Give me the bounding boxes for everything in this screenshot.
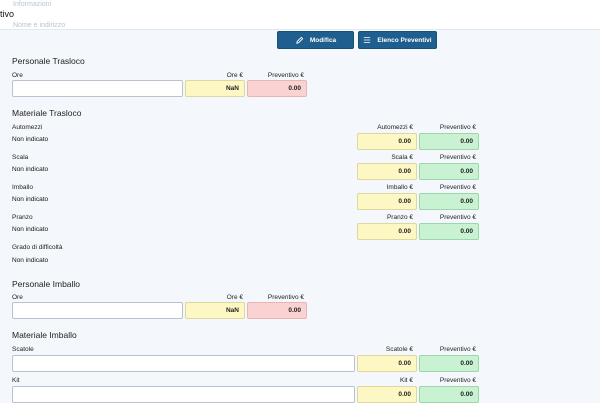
scatole-preventivo-field[interactable]: 0.00 (419, 355, 479, 372)
scala-status: Non indicato (12, 166, 49, 173)
imballo-preventivo-label: Preventivo € (439, 184, 476, 191)
pranzo-preventivo-label: Preventivo € (439, 214, 476, 221)
personale-imballo-title: Personale Imballo (12, 279, 81, 289)
scatole-input[interactable] (12, 355, 355, 372)
pranzo-preventivo-field[interactable]: 0.00 (419, 223, 479, 240)
ore-euro-imballo-field[interactable]: NaN (185, 302, 245, 319)
scala-label: Scala (12, 154, 29, 161)
preventivo-imballo-field[interactable]: 0.00 (247, 302, 307, 319)
scala-preventivo-field[interactable]: 0.00 (419, 163, 479, 180)
materiale-imballo-title: Materiale Imballo (12, 330, 77, 340)
top-header: Informazioni tivo Nome e indirizzo (0, 0, 600, 30)
ore-input[interactable] (12, 80, 183, 97)
pranzo-euro-field[interactable]: 0.00 (357, 223, 417, 240)
preventivo-label: Preventivo € (267, 72, 304, 79)
automezzi-preventivo-label: Preventivo € (439, 124, 476, 131)
ghost-header-line: Informazioni (13, 1, 52, 8)
kit-euro-label: Kit € (399, 377, 413, 384)
scatole-euro-label: Scatole € (385, 346, 413, 353)
pencil-icon (295, 36, 304, 45)
automezzi-status: Non indicato (12, 136, 49, 143)
ore-label: Ore (12, 72, 23, 79)
modifica-button[interactable]: Modifica (277, 31, 354, 49)
kit-preventivo-field[interactable]: 0.00 (419, 386, 479, 403)
imballo-label: Imballo (12, 184, 33, 191)
scatole-preventivo-label: Preventivo € (439, 346, 476, 353)
kit-label: Kit (12, 377, 20, 384)
elenco-preventivi-button[interactable]: Elenco Preventivi (358, 31, 437, 49)
imballo-euro-label: Imballo € (386, 184, 413, 191)
ore-euro-field[interactable]: NaN (185, 80, 245, 97)
scala-preventivo-label: Preventivo € (439, 154, 476, 161)
ore-euro-label: Ore € (226, 72, 243, 79)
materiale-trasloco-title: Materiale Trasloco (12, 108, 82, 118)
scatole-label: Scatole (12, 346, 34, 353)
kit-input[interactable] (12, 386, 355, 403)
imballo-preventivo-field[interactable]: 0.00 (419, 193, 479, 210)
kit-euro-field[interactable]: 0.00 (357, 386, 417, 403)
kit-preventivo-label: Preventivo € (439, 377, 476, 384)
pranzo-euro-label: Pranzo € (386, 214, 413, 221)
modifica-label: Modifica (309, 36, 337, 44)
pranzo-status: Non indicato (12, 226, 49, 233)
ore-imballo-input[interactable] (12, 302, 183, 319)
scatole-euro-field[interactable]: 0.00 (357, 355, 417, 372)
ore-euro-label: Ore € (226, 294, 243, 301)
grado-difficolta-label: Grado di difficoltà (12, 244, 63, 251)
list-icon (363, 36, 371, 44)
elenco-label: Elenco Preventivi (377, 36, 432, 44)
automezzi-euro-field[interactable]: 0.00 (357, 133, 417, 150)
preventivo-label: Preventivo € (267, 294, 304, 301)
scala-euro-field[interactable]: 0.00 (357, 163, 417, 180)
ghost-header-line: Nome e indirizzo (13, 22, 66, 29)
automezzi-label: Automezzi (12, 124, 43, 131)
personale-trasloco-title: Personale Trasloco (12, 56, 85, 66)
ore-label: Ore (12, 294, 23, 301)
scala-euro-label: Scala € (391, 154, 413, 161)
pranzo-label: Pranzo (12, 214, 33, 221)
automezzi-euro-label: Automezzi € (377, 124, 413, 131)
automezzi-preventivo-field[interactable]: 0.00 (419, 133, 479, 150)
imballo-euro-field[interactable]: 0.00 (357, 193, 417, 210)
grado-difficolta-status: Non indicato (12, 257, 49, 264)
imballo-status: Non indicato (12, 196, 49, 203)
page-title-fragment: tivo (0, 9, 15, 19)
preventivo-field[interactable]: 0.00 (247, 80, 307, 97)
